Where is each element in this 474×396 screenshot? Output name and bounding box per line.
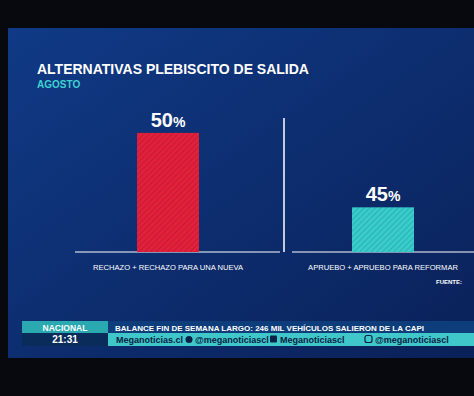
data-label: 45% (366, 183, 401, 205)
bar-texture (137, 133, 199, 252)
bar (352, 207, 414, 252)
ticker-section (22, 321, 108, 333)
bar (137, 133, 199, 252)
chart-root: ALTERNATIVAS PLEBISCITO DE SALIDA AGOSTO 5… (0, 0, 474, 396)
ticker-instagram: @meganoticiascl (375, 335, 449, 345)
ticker-clock (22, 333, 108, 346)
bars (137, 133, 414, 252)
ticker-time: 21:31 (52, 334, 78, 345)
ticker-facebook: Meganoticiascl (280, 335, 345, 345)
instagram-icon (365, 336, 372, 343)
data-label: 50% (151, 109, 186, 131)
ticker-section-text: NACIONAL (43, 323, 88, 333)
ticker-twitter: @meganoticiascl (195, 335, 269, 345)
room (0, 0, 474, 396)
twitter-icon (186, 336, 193, 343)
category-label: RECHAZO + RECHAZO PARA UNA NUEVA (93, 263, 244, 272)
ticker-top (22, 321, 474, 333)
screen (8, 28, 474, 358)
ticker-headline: BALANCE FIN DE SEMANA LARGO: 246 MIL VEH… (115, 324, 424, 333)
category-label: APRUEBO + APRUEBO PARA REFORMAR (308, 263, 458, 272)
source: FUENTE: (436, 279, 462, 285)
value-axis-line (283, 118, 285, 252)
title: ALTERNATIVAS PLEBISCITO DE SALIDA (37, 61, 309, 77)
ticker-bottom (22, 333, 474, 346)
facebook-icon (270, 336, 277, 343)
ticker-site: Meganoticias.cl (116, 335, 183, 345)
bar-texture (352, 207, 414, 252)
subtitle: AGOSTO (37, 79, 80, 90)
